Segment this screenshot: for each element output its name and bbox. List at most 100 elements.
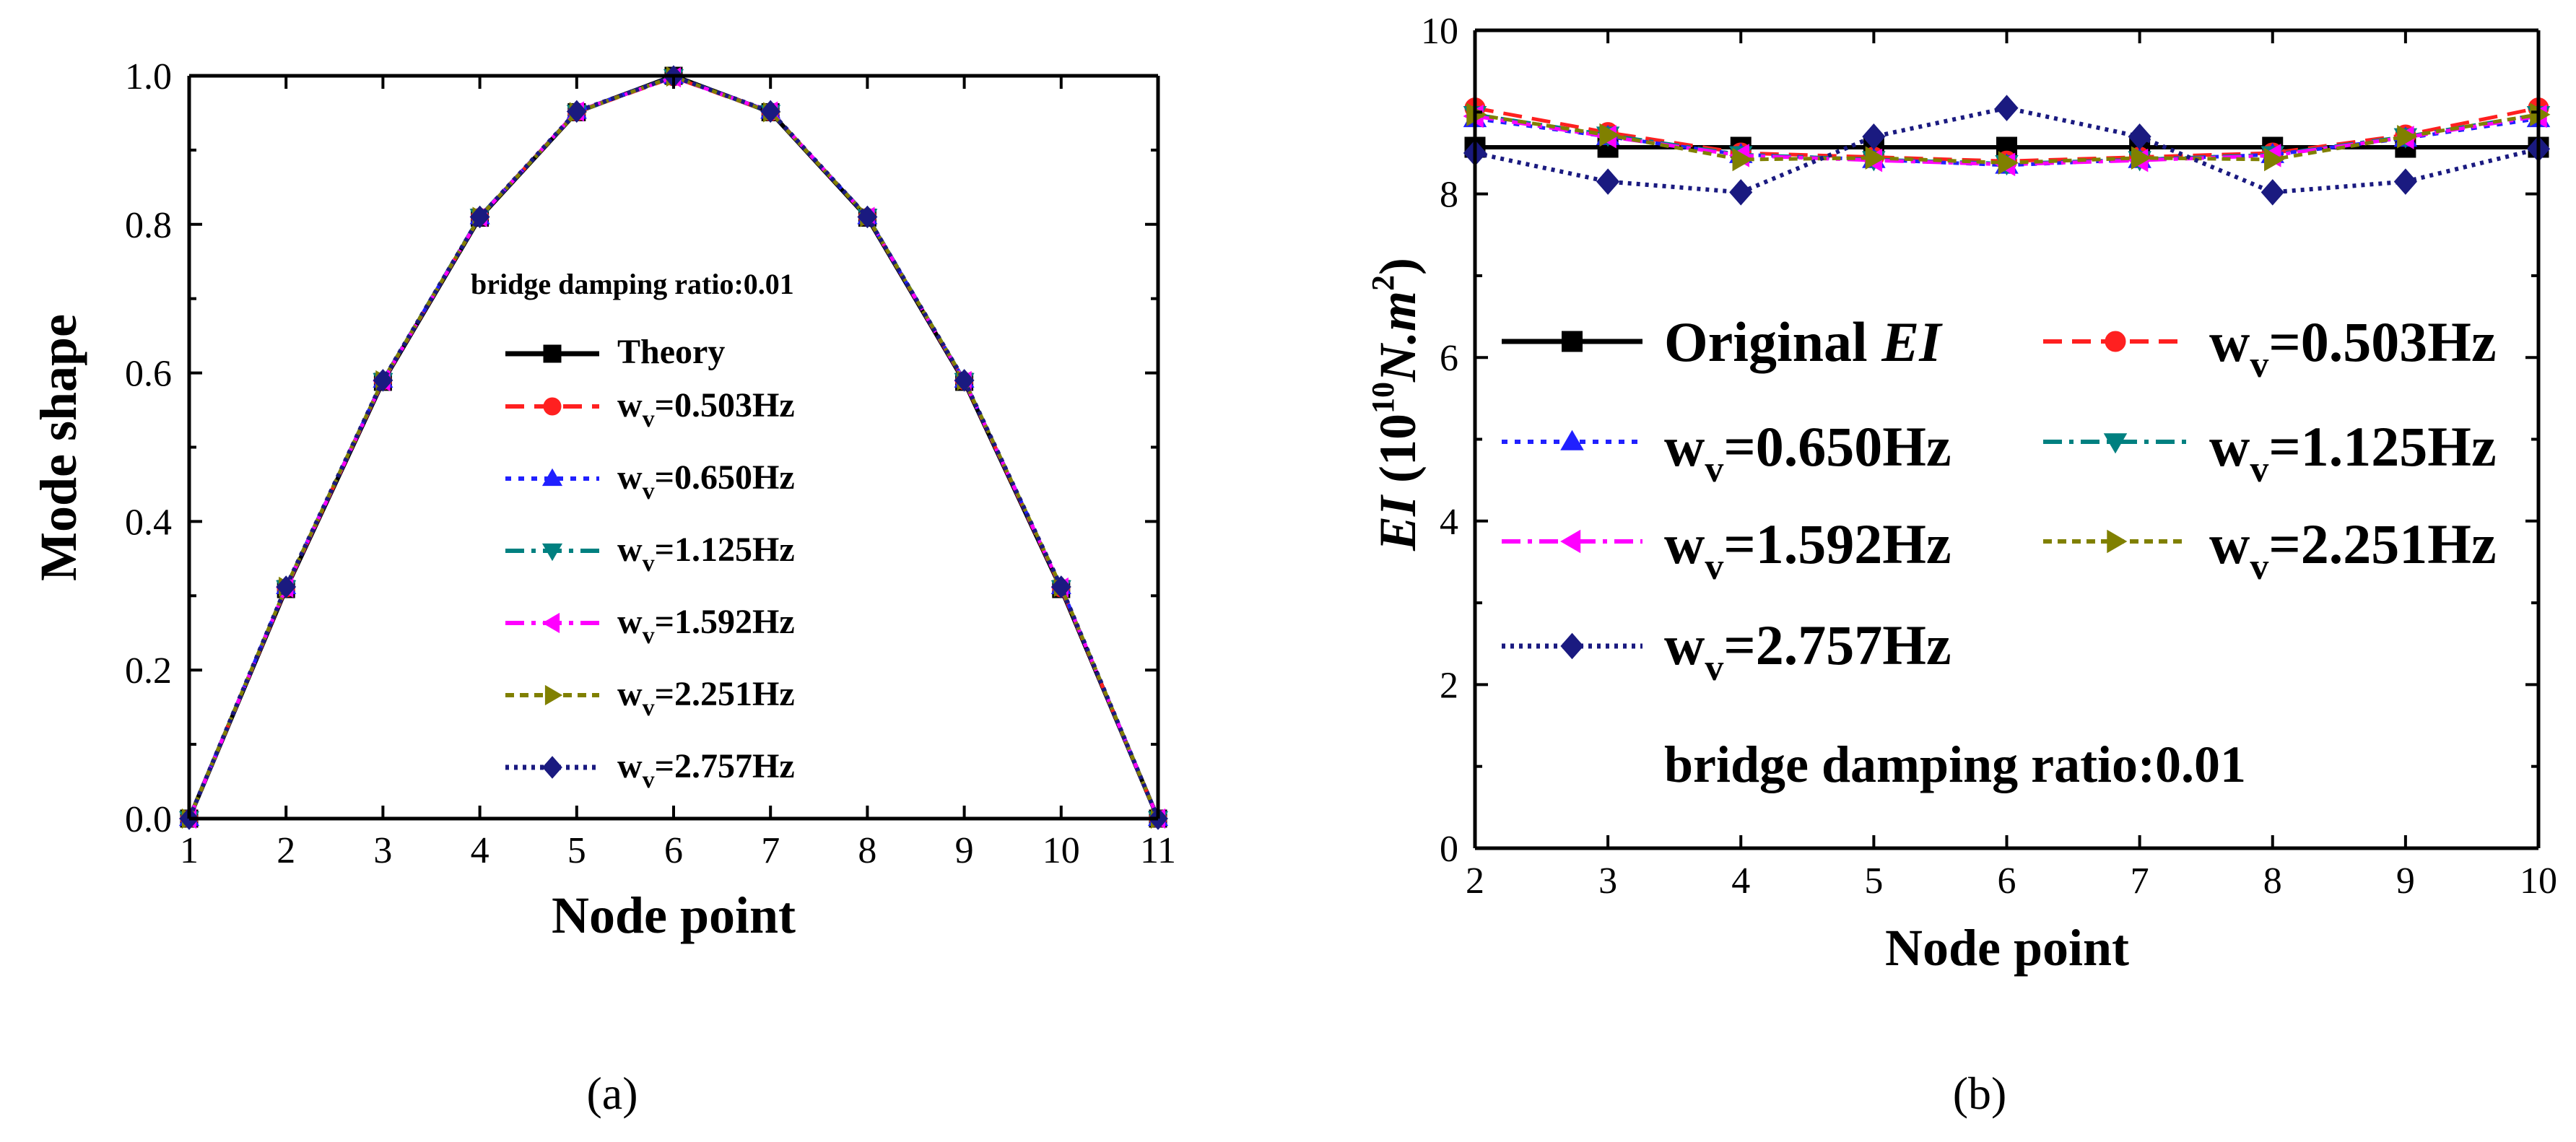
legend-b-label-5-rest: =2.251Hz [2268,513,2496,575]
panel-b-x-label: Node point [1885,919,2129,977]
legend-b-label-6-sub: v [1705,648,1723,689]
legend-a-label-4: wv=1.592Hz [617,603,795,649]
x-tick-label: 10 [2520,860,2557,902]
series-6-point [2393,168,2417,195]
legend-b-item-5: wv=2.251Hz [2043,513,2497,588]
series-6-point [954,369,975,392]
legend-marker [2105,331,2126,352]
legend-a-label-1-sub: v [643,406,655,432]
legend-a-item-5: wv=2.251Hz [505,675,795,721]
x-tick-label: 7 [761,830,780,871]
y-tick-label: 10 [1421,11,1458,52]
legend-b-item-2: wv=0.650Hz [1502,415,1951,490]
legend-marker [1560,632,1584,660]
legend-b-label-4-sub: v [1705,546,1723,588]
x-tick-label: 7 [2131,860,2149,902]
legend-b-swatch-2 [1502,430,1642,450]
legend-a-label-5-rest: =2.251Hz [655,675,795,713]
y-tick-label: 0.8 [125,205,172,246]
legend-marker [1560,430,1584,450]
panel-a-y-label: Mode shape [30,314,87,581]
legend-b-label-5-main: w [2209,513,2250,575]
y-tick-label: 1.0 [125,56,172,97]
legend-marker [542,756,562,779]
panel-b-damping-annotation: bridge damping ratio:0.01 [1664,736,2246,793]
x-tick-label: 5 [567,830,586,871]
legend-b-label-1-rest: =0.503Hz [2268,310,2496,373]
legend-b-label-4-rest: =1.592Hz [1723,513,1951,575]
legend-a-swatch-3 [505,543,599,562]
legend-a-item-0: Theory [505,333,725,371]
legend-b-label-4-main: w [1664,513,1705,575]
series-6-point [276,575,297,598]
legend-a-swatch-4 [505,612,599,634]
legend-b-label-6-main: w [1664,614,1705,676]
legend-b-item-1: wv=0.503Hz [2043,310,2497,385]
x-tick-label: 8 [858,830,876,871]
panel-a: 1 2 3 4 5 6 7 8 9 10 11 0.0 0.2 0.4 0.6 0.8 1.0 Node poi… [30,56,1176,1119]
legend-marker [543,344,562,363]
series-5-point [1998,151,2019,175]
legend-a-item-4: wv=1.592Hz [505,603,795,649]
series-6-point [1050,575,1071,598]
panel-b-y-label-exp: 10 [1365,382,1401,414]
legend-marker [541,468,563,487]
x-tick-label: 2 [1466,860,1484,902]
legend-b-swatch-3 [2043,433,2188,454]
panel-b-y-label-main: EI [1369,494,1427,552]
legend-b-label-2-main: w [1664,415,1705,478]
legend-b-label-1-sub: v [2250,344,2268,385]
legend-b-swatch-5 [2043,529,2188,554]
legend-b-label-1: wv=0.503Hz [2209,310,2497,385]
legend-a-label-6-sub: v [643,767,655,793]
legend-b-label-0-italic: EI [1881,310,1943,373]
y-tick-label: 0.6 [125,354,172,395]
series-6-point [760,100,781,123]
legend-a-item-6: wv=2.757Hz [505,747,795,793]
legend-a-label-3-main: w [617,531,643,569]
x-tick-label: 11 [1140,830,1176,871]
legend-marker [541,612,560,634]
x-tick-label: 5 [1864,860,1883,902]
legend-a-swatch-2 [505,468,599,487]
legend-b-label-4: wv=1.592Hz [1664,513,1951,588]
series-5-point [2397,125,2418,149]
series-6-point [1596,168,1620,195]
x-tick-label: 4 [1731,860,1750,902]
y-tick-label: 2 [1440,665,1458,706]
x-tick-label: 9 [2396,860,2415,902]
legend-b-label-2-sub: v [1705,449,1723,490]
y-tick-label: 0 [1440,829,1458,870]
series-6-point [2128,123,2151,150]
series-6-point [373,369,393,392]
legend-marker [1560,529,1581,554]
legend-a-label-3: wv=1.125Hz [617,531,795,577]
panel-a-legend: Theory wv=0.503Hz wv=0.650Hz wv=1.125Hz … [505,333,795,793]
legend-a-label-6-rest: =2.757Hz [655,747,795,785]
legend-marker [1562,331,1583,352]
y-tick-label: 6 [1440,338,1458,379]
legend-b-item-3: wv=1.125Hz [2043,415,2497,490]
panel-a-marks [178,65,1169,830]
series-6-point [566,100,587,123]
legend-a-label-1-rest: =0.503Hz [655,386,795,424]
x-tick-label: 2 [277,830,295,871]
series-6-point [1729,179,1753,206]
legend-a-swatch-6 [505,756,599,779]
legend-a-label-5-sub: v [643,694,655,721]
panel-b-y-label-unit-c: ) [1369,258,1427,275]
legend-b-label-3-rest: =1.125Hz [2268,415,2496,478]
series-6-point [469,205,490,229]
legend-b-label-0-main: Original [1664,310,1881,373]
legend-b-swatch-1 [2043,331,2188,352]
legend-b-item-6: wv=2.757Hz [1502,614,1951,689]
legend-b-item-0: Original EI [1502,310,1943,373]
legend-b-label-3-main: w [2209,415,2250,478]
legend-a-item-1: wv=0.503Hz [505,386,795,432]
legend-b-label-1-main: w [2209,310,2250,373]
legend-a-swatch-1 [505,397,599,416]
legend-a-label-0: Theory [617,333,725,371]
legend-b-item-4: wv=1.592Hz [1502,513,1951,588]
